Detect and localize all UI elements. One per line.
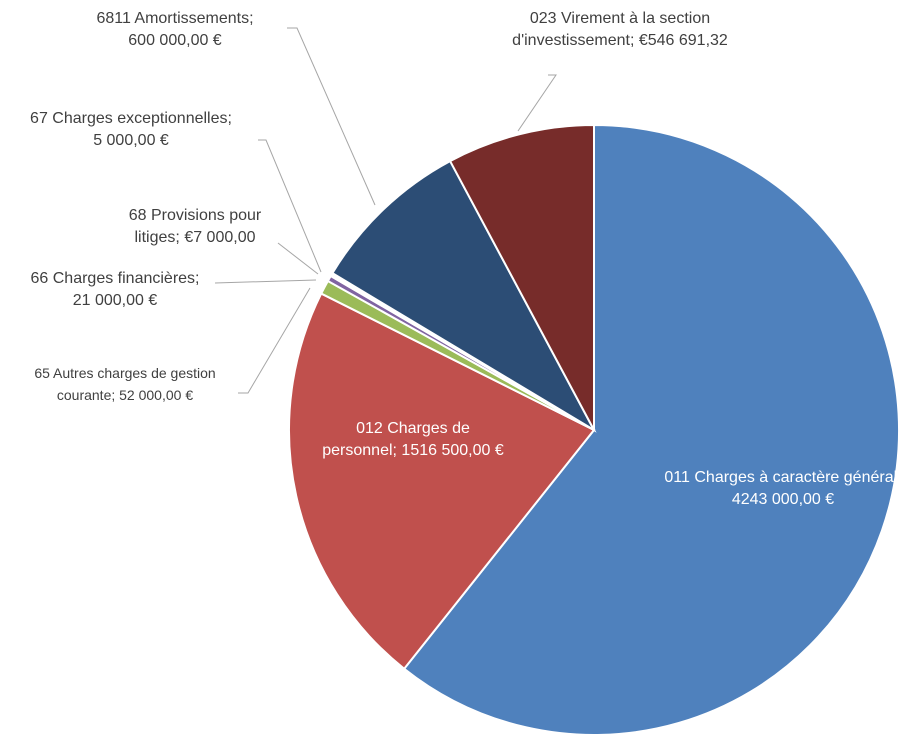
slice-value-label: €7 000,00: [184, 229, 256, 246]
slice-category: 67 Charges exceptionnelles;: [30, 110, 232, 127]
leader-line: [277, 242, 319, 275]
pie-slice: [331, 159, 597, 433]
leader-line: [287, 27, 376, 206]
slice-value-label: 21 000,00 €: [72, 292, 158, 309]
leader-line: [214, 279, 317, 284]
slice-value-label: 5 000,00 €: [93, 132, 169, 149]
slice-category: 66 Charges financières;: [30, 270, 200, 287]
slice-label: 012 Charges de personnel; 1516 500,00 €: [318, 418, 508, 462]
leader-line: [258, 139, 322, 273]
slice-label: 68 Provisions pour litiges; €7 000,00: [105, 205, 285, 249]
slice-label: 6811 Amortissements; 600 000,00 €: [65, 8, 285, 52]
slice-value-label: €546 691,32: [638, 32, 728, 49]
leader-line: [517, 74, 557, 132]
slice-label: 023 Virement à la section d'investisseme…: [510, 8, 730, 52]
leader-line: [238, 287, 311, 394]
slice-category: 012 Charges de personnel;: [322, 420, 470, 459]
slice-value-label: 4243 000,00 €: [731, 491, 835, 508]
slice-category: 65 Autres charges de gestion courante;: [34, 365, 216, 403]
pie-slice: [288, 292, 596, 671]
slice-label: 011 Charges à caractère général; 4243 00…: [660, 467, 906, 511]
slice-category: 68 Provisions pour litiges;: [128, 207, 262, 246]
slice-label: 67 Charges exceptionnelles; 5 000,00 €: [0, 108, 262, 152]
slice-category: 023 Virement à la section d'investisseme…: [512, 10, 711, 49]
slice-label: 65 Autres charges de gestion courante; 5…: [5, 362, 245, 406]
pie-slice: [448, 123, 595, 431]
pie-slice: [402, 123, 900, 735]
slice-value-label: 52 000,00 €: [119, 387, 194, 403]
slice-value-label: 600 000,00 €: [128, 32, 222, 49]
slice-category: 6811 Amortissements;: [96, 10, 254, 27]
slice-value-label: 1516 500,00 €: [401, 442, 504, 459]
slice-category: 011 Charges à caractère général;: [664, 469, 902, 486]
slice-label: 66 Charges financières; 21 000,00 €: [0, 268, 230, 312]
